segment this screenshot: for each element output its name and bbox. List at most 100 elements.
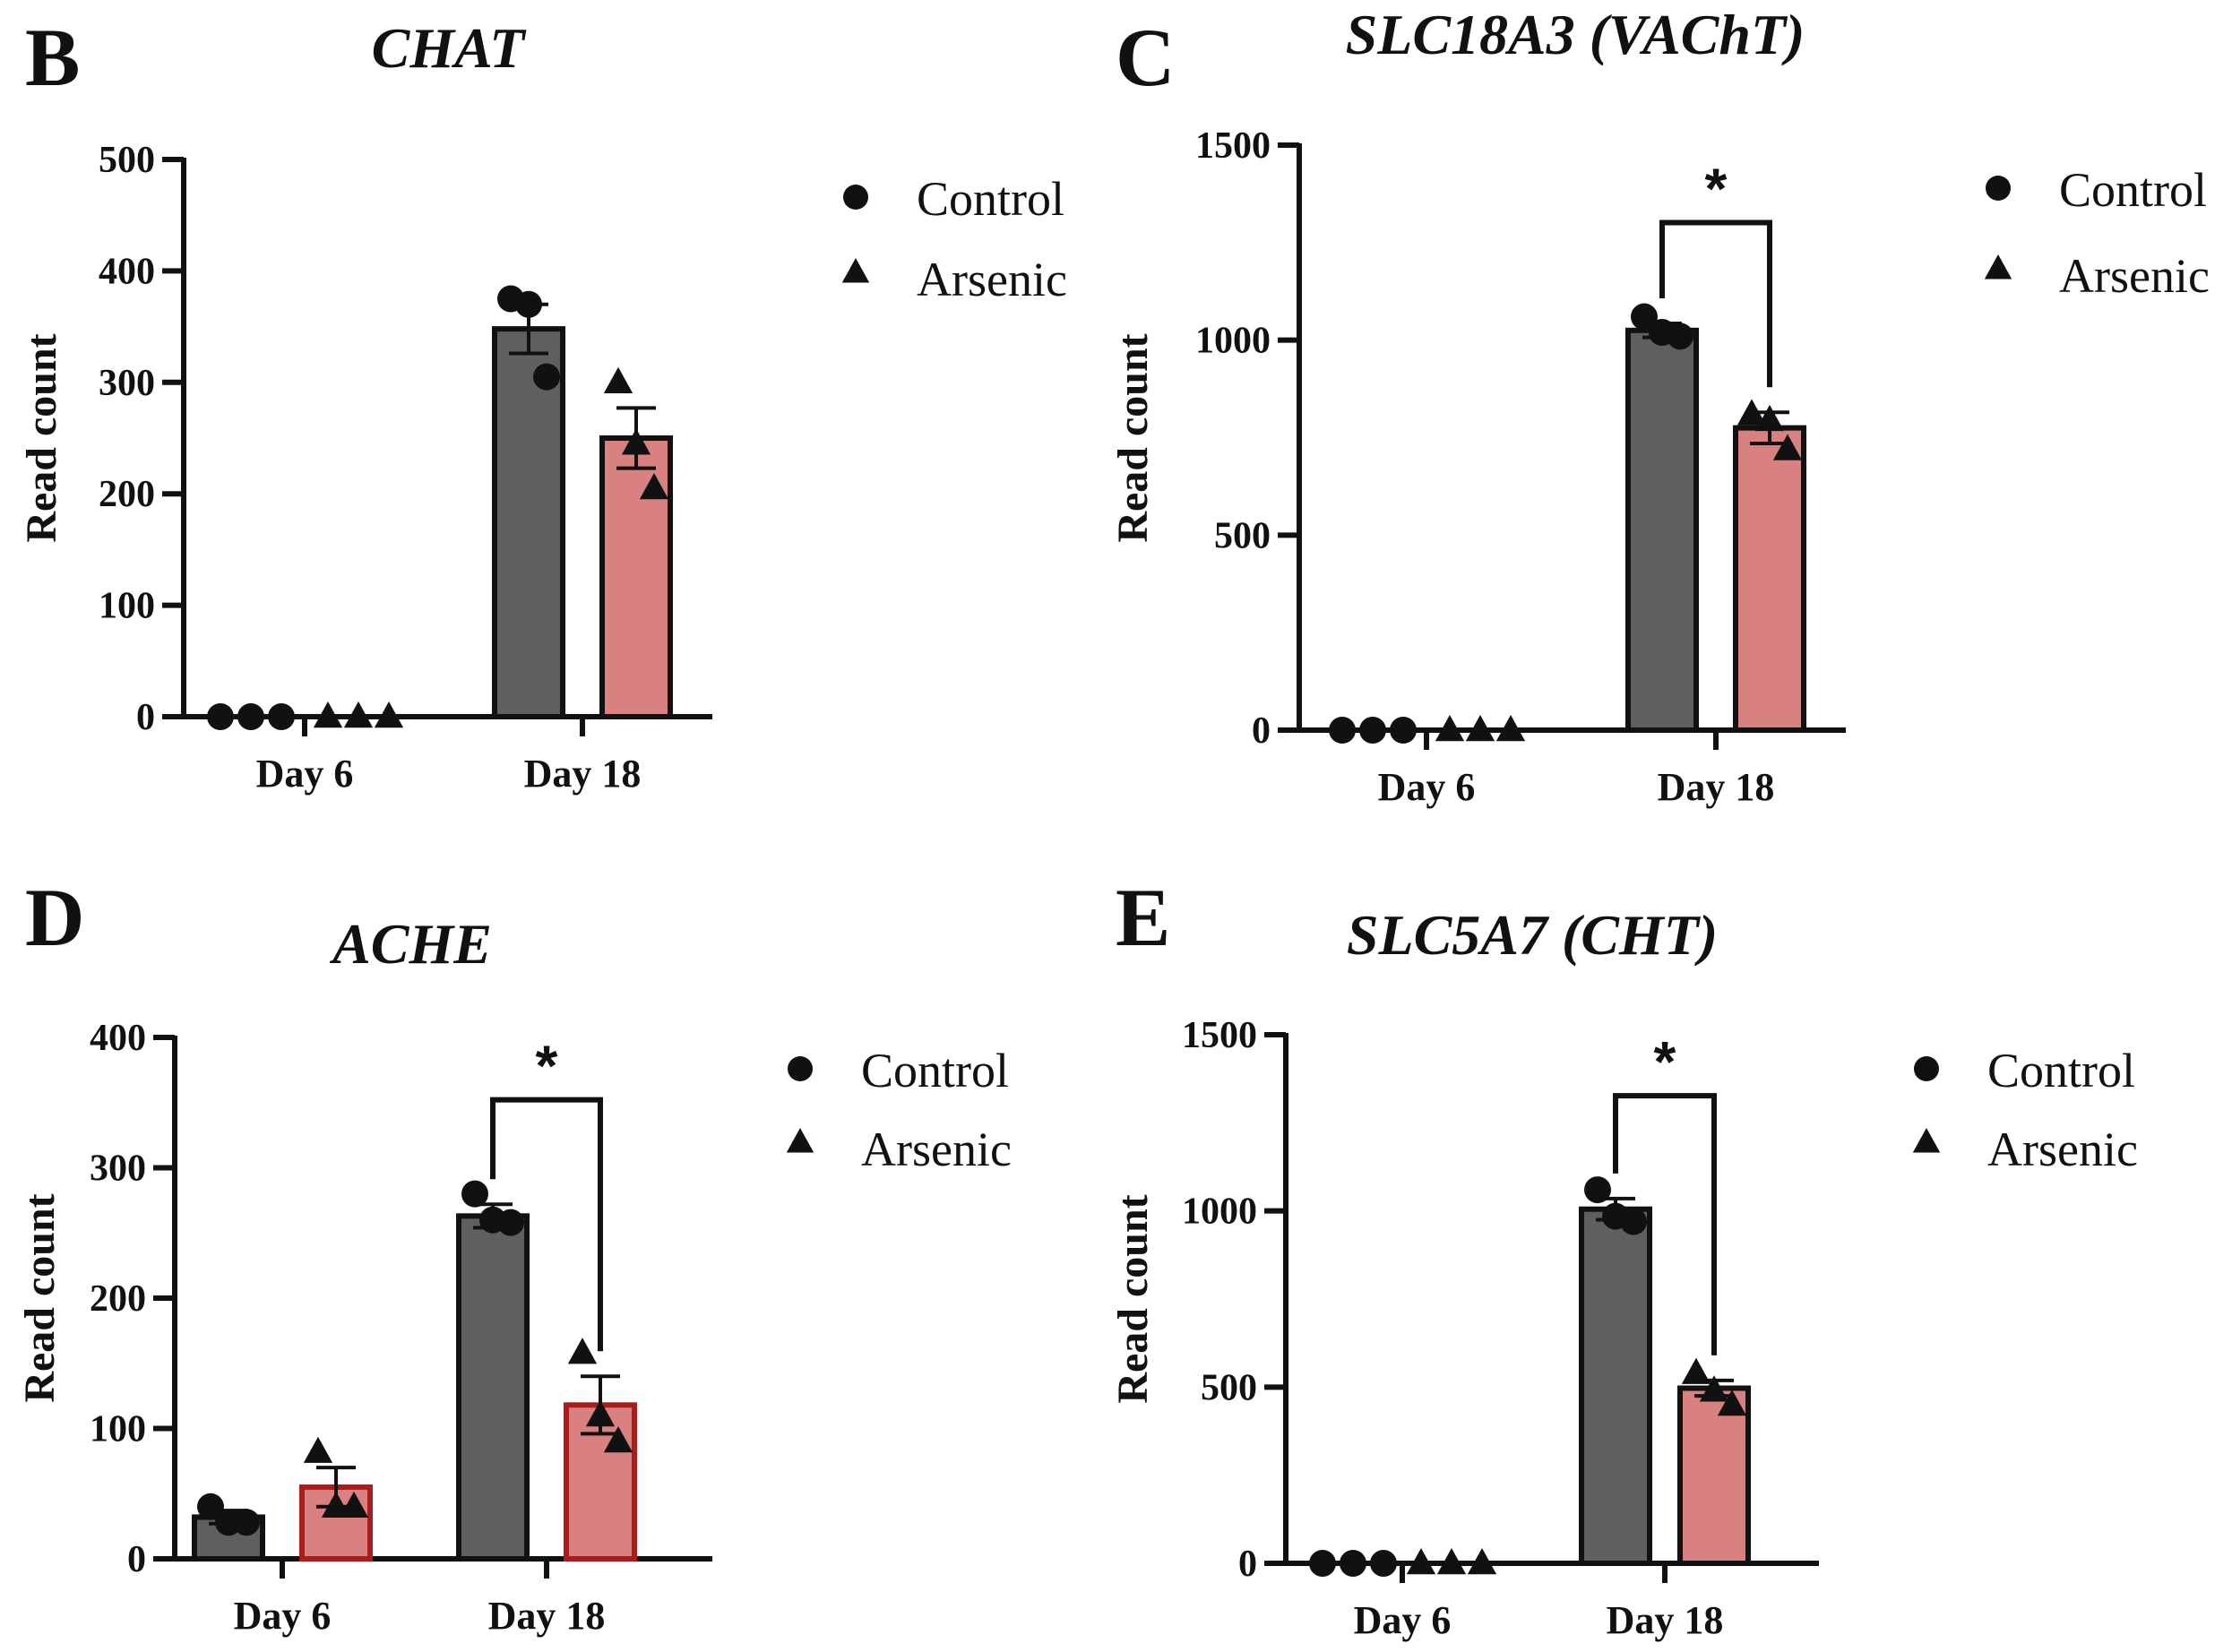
data-point-control	[1390, 717, 1417, 744]
chart-panel-D: D ACHE Read count 0 100 200 300 400 Day 6 Day 18 *…	[16, 872, 1012, 1638]
data-point-control	[268, 703, 295, 730]
x-tick-label: Day 18	[1658, 765, 1775, 809]
significance-star: *	[1654, 1029, 1676, 1094]
data-point-arsenic	[303, 1436, 333, 1463]
x-tick-label: Day 18	[1607, 1598, 1724, 1642]
y-tick-label: 1500	[1182, 1015, 1257, 1056]
data-point-arsenic	[585, 1399, 616, 1427]
x-tick-label: Day 6	[1378, 765, 1476, 809]
y-tick-label: 500	[99, 140, 155, 181]
data-point-arsenic	[1406, 1548, 1436, 1575]
data-point-arsenic	[1736, 399, 1767, 426]
y-tick-label: 100	[99, 586, 155, 627]
legend-arsenic-marker	[1984, 254, 2012, 280]
data-point-arsenic	[1717, 1390, 1747, 1416]
data-point-control	[237, 703, 264, 730]
bar-arsenic-day18	[599, 435, 673, 719]
legend-arsenic-label: Arsenic	[861, 1123, 1012, 1176]
panel-letter: E	[1116, 872, 1170, 963]
y-axis-title: Read count	[1109, 333, 1157, 542]
x-tick-label: Day 6	[1354, 1598, 1452, 1642]
data-point-control	[1359, 717, 1386, 744]
legend-control-label: Control	[1987, 1044, 2135, 1097]
data-point-control	[1620, 1208, 1647, 1235]
legend-control-marker	[1986, 176, 2011, 201]
legend-control-label: Control	[861, 1044, 1009, 1097]
y-axis-title: Read count	[1109, 1194, 1157, 1403]
legend-arsenic-marker	[1912, 1128, 1941, 1153]
y-tick-label: 0	[1238, 1544, 1257, 1585]
data-point-control	[1584, 1176, 1611, 1204]
significance-bracket	[490, 1097, 603, 1352]
y-tick-label: 1000	[1195, 321, 1271, 362]
legend-control-label: Control	[917, 172, 1064, 226]
significance-star: *	[1705, 157, 1728, 221]
legend-control-marker	[843, 185, 868, 210]
data-point-arsenic	[603, 366, 633, 394]
legend-arsenic-marker	[786, 1128, 814, 1153]
y-tick-label: 300	[99, 363, 155, 404]
chart-panel-E: E SLC5A7 (CHT) Read count 0 500 1000 1500 Day 6…	[1109, 872, 2138, 1642]
legend-control-marker	[788, 1056, 813, 1081]
data-point-arsenic	[1699, 1375, 1729, 1402]
data-point-control	[515, 290, 542, 318]
data-point-control	[1309, 1550, 1336, 1577]
chart-title: CHAT	[372, 16, 528, 80]
data-point-arsenic	[639, 472, 669, 500]
data-point-arsenic	[1754, 404, 1785, 432]
y-tick-label: 0	[136, 697, 155, 738]
data-point-control	[207, 703, 234, 730]
panel-letter: C	[1116, 12, 1175, 103]
x-tick-label: Day 6	[256, 752, 354, 796]
bar-control-day18	[1625, 327, 1699, 733]
y-tick-label: 300	[90, 1149, 146, 1190]
data-point-control	[1340, 1550, 1366, 1577]
y-tick-label: 1000	[1182, 1192, 1257, 1233]
y-tick-label: 500	[1201, 1367, 1257, 1408]
y-tick-label: 200	[99, 474, 155, 515]
panel-letter: D	[25, 872, 84, 963]
significance-bracket	[1613, 1093, 1717, 1355]
data-point-arsenic	[1467, 1548, 1497, 1575]
legend-arsenic-label: Arsenic	[917, 253, 1067, 306]
data-point-control	[1329, 717, 1356, 744]
y-tick-label: 0	[1252, 710, 1271, 752]
y-tick-label: 400	[90, 1018, 146, 1059]
data-point-control	[1370, 1550, 1397, 1577]
data-point-control	[1631, 303, 1658, 331]
chart-panel-B: B CHAT Read count 0 100 200 300 400 500 Day 6 Day …	[18, 12, 1067, 796]
y-axis-title: Read count	[18, 333, 65, 542]
x-tick-label: Day 18	[524, 752, 642, 796]
data-point-arsenic	[313, 701, 343, 728]
y-tick-label: 400	[99, 251, 155, 292]
data-point-control	[233, 1509, 260, 1536]
data-point-arsenic	[1681, 1357, 1711, 1384]
y-tick-label: 100	[90, 1409, 146, 1450]
y-tick-label: 200	[90, 1278, 146, 1320]
chart-panel-C: C SLC18A3 (VAChT) Read count 0 500 1000 1500 Da…	[1109, 3, 2210, 809]
panel-letter: B	[25, 12, 80, 103]
significance-star: *	[536, 1034, 558, 1098]
data-point-control	[197, 1493, 224, 1520]
y-tick-label: 0	[127, 1539, 146, 1580]
legend-arsenic-label: Arsenic	[1987, 1123, 2138, 1176]
bar-control-day18	[1579, 1206, 1652, 1566]
x-tick-label: Day 18	[488, 1594, 606, 1638]
y-tick-label: 1500	[1195, 125, 1271, 167]
data-point-arsenic	[374, 701, 404, 728]
legend-arsenic-label: Arsenic	[2059, 249, 2210, 303]
legend-control-label: Control	[2059, 163, 2207, 217]
bar-control-day18	[492, 326, 565, 719]
chart-title: SLC5A7 (CHT)	[1347, 903, 1718, 967]
chart-title: SLC18A3 (VAChT)	[1346, 3, 1805, 66]
data-point-arsenic	[343, 701, 374, 728]
legend-arsenic-marker	[841, 258, 870, 283]
bar-control-day18	[456, 1213, 530, 1562]
data-point-arsenic	[603, 1426, 633, 1453]
data-point-arsenic	[1436, 1548, 1467, 1575]
chart-title: ACHE	[329, 912, 492, 976]
significance-bracket	[1659, 219, 1772, 388]
data-point-arsenic	[1465, 715, 1495, 742]
data-point-arsenic	[1495, 715, 1526, 742]
